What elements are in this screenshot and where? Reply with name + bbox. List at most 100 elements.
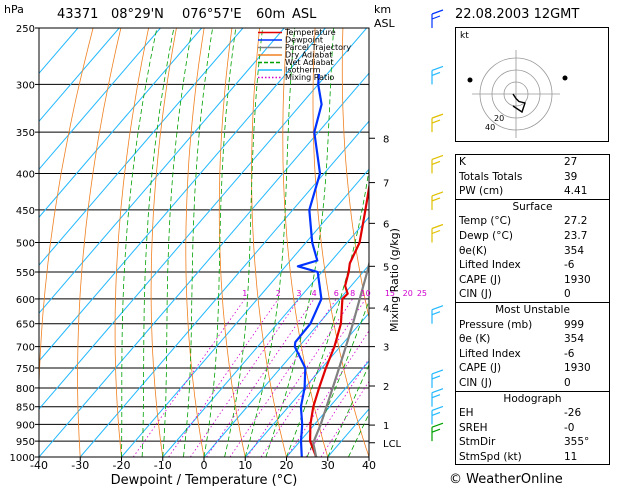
row-label: Temp (°C) <box>459 215 512 228</box>
table-row: EH -26 <box>456 406 609 421</box>
row-label: StmSpd (kt) <box>459 450 522 463</box>
wind-barb <box>431 305 444 324</box>
row-value: 27 <box>564 156 578 168</box>
wind-barb <box>431 113 444 133</box>
row-value: 11 <box>564 450 578 463</box>
km-tick-label: 8 <box>383 134 389 145</box>
isotherm <box>39 28 203 218</box>
mixing-ratio-label: 8 <box>350 289 355 298</box>
row-label: PW (cm) <box>459 185 504 198</box>
mixing-ratio-axis-title: Mixing Ratio (g/kg) <box>388 228 401 332</box>
wet-adiabat <box>141 28 175 457</box>
mixing-ratio-label: 6 <box>334 289 339 298</box>
isotherm <box>203 264 369 457</box>
hodograph-title: Hodograph <box>503 392 562 405</box>
parcel-trajectory-curve <box>312 259 369 457</box>
station-id: 43371 <box>57 7 98 22</box>
table-row: Lifted Index -6 <box>456 258 609 273</box>
wind-barb <box>431 405 444 425</box>
dry-adiabat <box>218 28 246 457</box>
table-row: StmDir 355° <box>456 435 609 450</box>
wind-barb <box>431 65 444 85</box>
km-tick-label: 7 <box>383 179 389 190</box>
x-tick-label: 40 <box>362 459 376 472</box>
km-tick-label: 5 <box>383 262 389 273</box>
y-tick-label: 850 <box>16 403 35 414</box>
isotherm <box>39 28 285 314</box>
mixing-ratio-line <box>206 298 315 457</box>
y-tick-label: 700 <box>16 343 35 354</box>
station-lat: 08°29'N <box>111 7 164 22</box>
row-label: Totals Totals <box>459 170 523 183</box>
station-asl: ASL <box>292 7 317 22</box>
table-row: CIN (J) 0 <box>456 376 609 391</box>
y-tick-label: 800 <box>16 384 35 395</box>
wet-adiabat <box>265 28 335 457</box>
isotherm <box>121 168 369 457</box>
isotherm <box>39 72 369 457</box>
dry-adiabat <box>341 28 369 320</box>
row-value: 999 <box>564 318 585 331</box>
row-label: StmDir <box>459 436 496 449</box>
station-lon: 076°57'E <box>182 7 242 22</box>
isotherm <box>39 28 120 123</box>
hodograph-ring-label: 20 <box>494 114 504 123</box>
y-tick-label: 450 <box>16 206 35 217</box>
row-label: CIN (J) <box>459 288 492 301</box>
hodograph-section: Hodograph EH -26 SREH -0 StmDir 355° StmSpd (k… <box>456 390 609 465</box>
y-tick-label: 650 <box>16 320 35 331</box>
row-label: CAPE (J) <box>459 362 502 375</box>
isotherm <box>244 312 369 457</box>
y-tick-label: 600 <box>16 295 35 306</box>
table-row: CAPE (J) 1930 <box>456 273 609 288</box>
mixing-ratio-line <box>320 380 369 457</box>
row-value: -6 <box>564 259 575 272</box>
row-value: -6 <box>564 347 575 360</box>
km-tick-label: 1 <box>383 421 389 432</box>
wind-barb <box>431 223 444 243</box>
dry-adiabat <box>77 28 122 457</box>
row-value: 39 <box>564 170 578 183</box>
isotherm <box>162 216 369 457</box>
date-time: 22.08.2003 12GMT <box>455 7 579 22</box>
row-value: 23.7 <box>564 229 588 242</box>
hodograph-marker <box>562 75 568 81</box>
legend-label: Isotherm <box>285 66 321 75</box>
x-tick-label: -10 <box>154 459 172 472</box>
temperature-curve <box>309 181 369 457</box>
mixing-ratio-label: 20 <box>403 289 413 298</box>
x-tick-label: 30 <box>321 459 335 472</box>
mixing-ratio-line <box>132 298 246 457</box>
x-tick-label: 20 <box>280 459 294 472</box>
legend-label: Mixing Ratio <box>285 73 334 82</box>
y-tick-label: 750 <box>16 364 35 375</box>
x-axis-title: Dewpoint / Temperature (°C) <box>111 473 298 486</box>
wind-barb <box>431 9 444 28</box>
hodograph-ring-label: 40 <box>485 123 495 132</box>
km-label: km <box>374 3 391 16</box>
row-value: 354 <box>564 244 585 257</box>
wet-adiabat <box>162 28 193 457</box>
mixing-ratio-label: 15 <box>385 289 395 298</box>
table-row: StmSpd (kt) 11 <box>456 450 609 465</box>
y-tick-label: 300 <box>16 80 35 91</box>
km-tick-label: 4 <box>383 304 389 315</box>
mixing-ratio-label: 10 <box>361 289 371 298</box>
legend-label: Parcel Trajectory <box>285 43 351 52</box>
surface-title: Surface <box>512 200 553 213</box>
dry-adiabat <box>282 28 329 457</box>
legend-label: Dewpoint <box>285 36 323 45</box>
x-tick-label: 0 <box>201 459 208 472</box>
wet-adiabat <box>121 28 158 457</box>
dry-adiabat <box>185 28 205 457</box>
wind-barb <box>431 388 444 407</box>
y-tick-label: 550 <box>16 268 35 279</box>
most-unstable-section: Most Unstable Pressure (mb) 999 θe (K) 354 L… <box>456 301 609 391</box>
table-row: θe(K) 354 <box>456 244 609 259</box>
table-row: θe (K) 354 <box>456 332 609 347</box>
table-row: Pressure (mb) 999 <box>456 318 609 333</box>
row-label: CAPE (J) <box>459 273 502 286</box>
